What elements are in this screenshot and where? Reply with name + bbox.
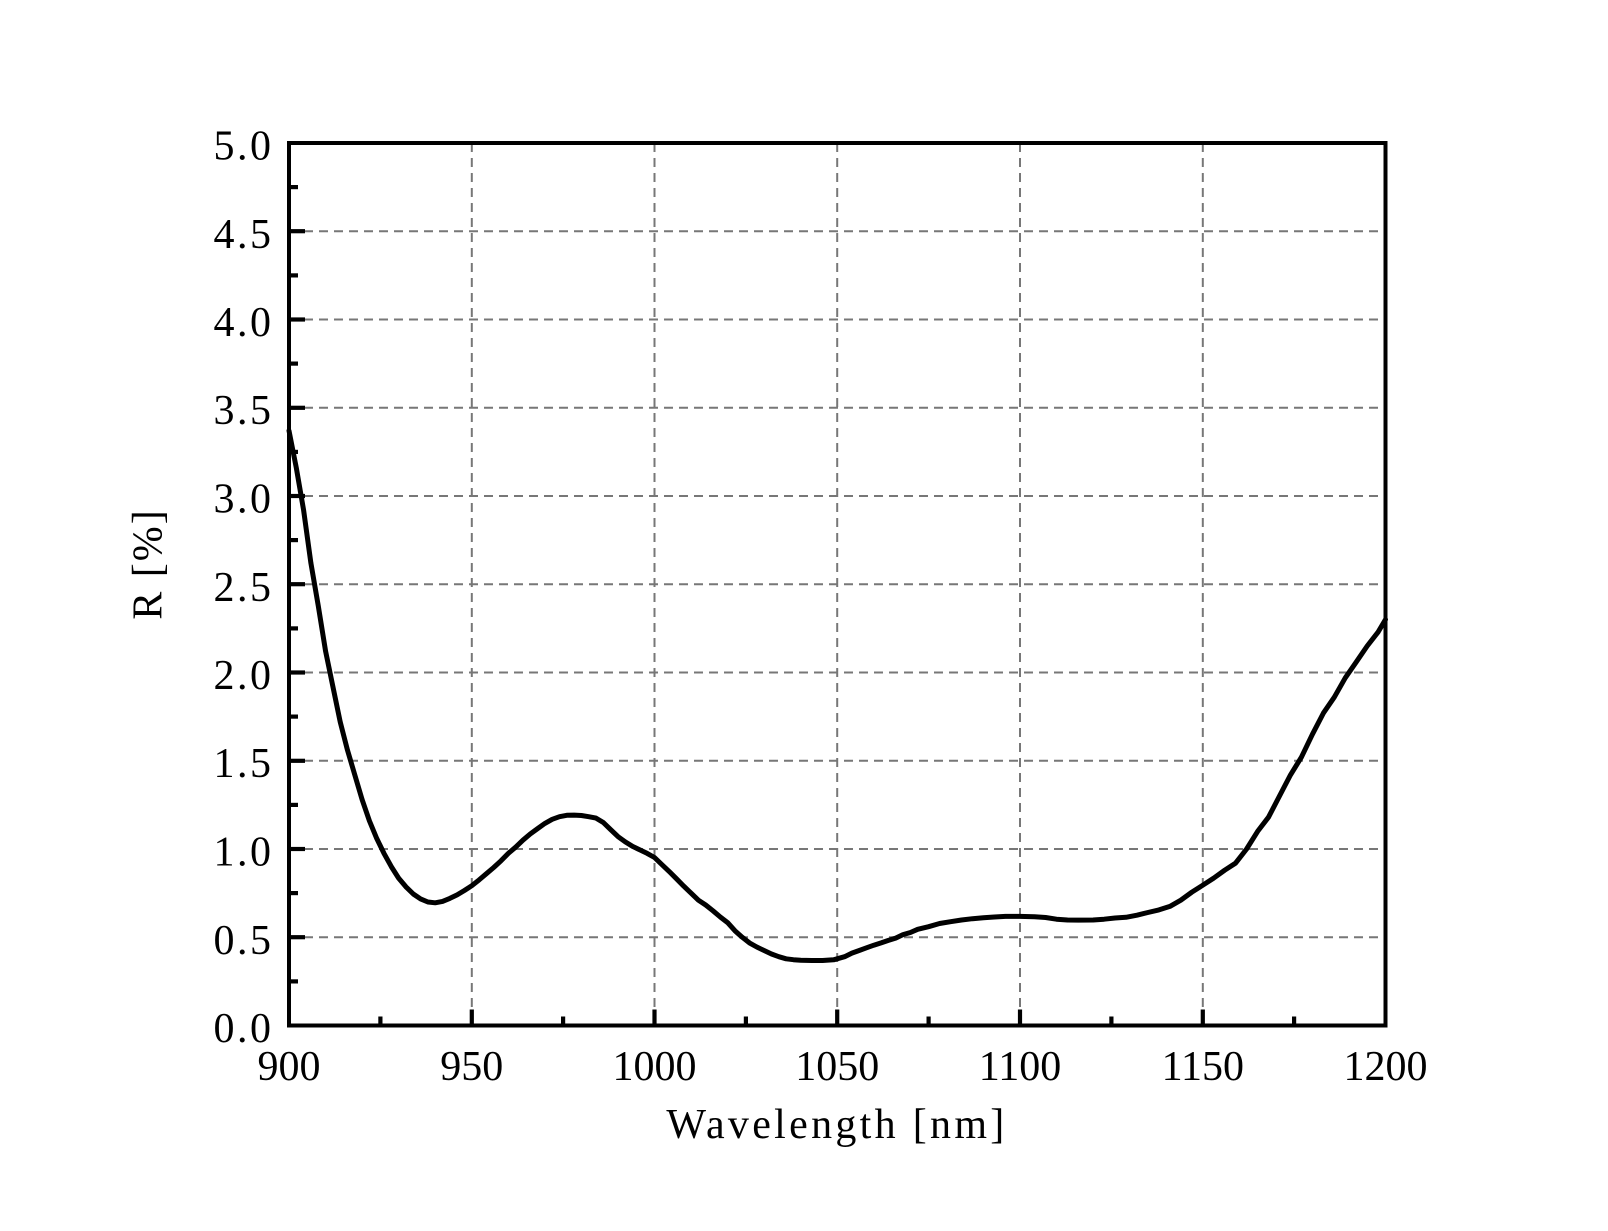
svg-text:R [%]: R [%]	[126, 508, 172, 619]
svg-text:0.5: 0.5	[214, 918, 274, 964]
svg-text:1100: 1100	[979, 1044, 1061, 1090]
svg-text:1.5: 1.5	[214, 741, 274, 787]
svg-text:Wavelength [nm]: Wavelength [nm]	[666, 1102, 1007, 1148]
svg-text:4.5: 4.5	[214, 212, 274, 258]
svg-text:3.5: 3.5	[214, 388, 274, 434]
svg-text:1000: 1000	[613, 1044, 697, 1090]
svg-text:2.0: 2.0	[214, 653, 274, 699]
svg-text:1150: 1150	[1162, 1044, 1244, 1090]
svg-text:1.0: 1.0	[214, 830, 274, 876]
svg-text:0.0: 0.0	[214, 1006, 274, 1052]
svg-text:5.0: 5.0	[214, 124, 274, 170]
svg-text:900: 900	[258, 1044, 321, 1090]
svg-text:2.5: 2.5	[214, 565, 274, 611]
svg-text:4.0: 4.0	[214, 300, 274, 346]
svg-text:950: 950	[440, 1044, 503, 1090]
svg-text:3.0: 3.0	[214, 477, 274, 523]
svg-text:1200: 1200	[1344, 1044, 1428, 1090]
svg-text:1050: 1050	[795, 1044, 879, 1090]
